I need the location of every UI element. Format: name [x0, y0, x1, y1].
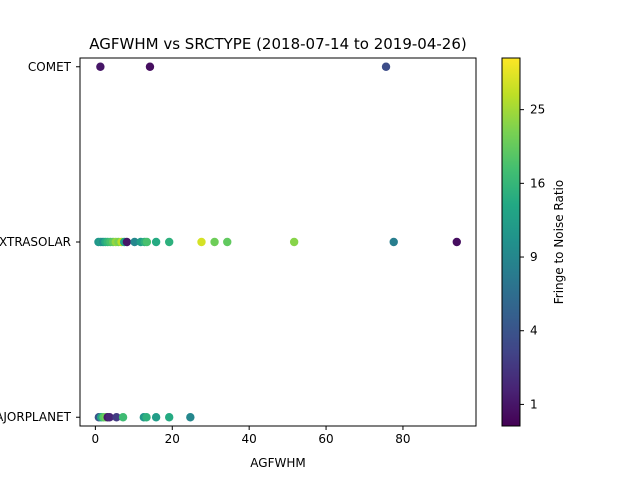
x-tick-label: 0: [92, 432, 100, 446]
x-ticks: 0 20 40 60 80: [92, 426, 411, 446]
y-ticks: MAJORPLANET EXTRASOLAR COMET: [0, 60, 80, 424]
data-point: [142, 237, 152, 247]
data-point: [186, 413, 195, 422]
data-point: [223, 237, 232, 247]
data-point: [381, 62, 391, 71]
data-point: [96, 62, 105, 71]
colorbar-ticks: 1 4 9 16 25: [520, 103, 545, 411]
x-axis-label: AGFWHM: [250, 456, 305, 470]
data-point: [197, 237, 206, 247]
colorbar-tick-label: 16: [530, 176, 545, 190]
data-point: [112, 413, 121, 422]
data-point: [105, 413, 114, 422]
x-tick-label: 60: [318, 432, 333, 446]
data-point: [289, 237, 299, 247]
y-tick-label: COMET: [28, 60, 72, 74]
data-point: [151, 237, 161, 247]
x-tick-label: 20: [165, 432, 180, 446]
x-tick-label: 40: [242, 432, 257, 446]
data-point: [452, 237, 461, 247]
data-point: [122, 237, 132, 247]
colorbar-tick-label: 4: [530, 324, 538, 338]
data-point: [151, 413, 161, 422]
y-tick-label: EXTRASOLAR: [0, 235, 71, 249]
y-tick-label: MAJORPLANET: [0, 410, 72, 424]
data-point: [389, 237, 398, 247]
data-point: [165, 237, 174, 247]
colorbar-tick-label: 1: [530, 397, 538, 411]
colorbar-tick-label: 25: [530, 103, 545, 117]
data-point: [145, 62, 155, 71]
data-point: [165, 413, 174, 422]
data-point: [142, 413, 151, 422]
points-layer: [94, 62, 461, 422]
chart-title: AGFWHM vs SRCTYPE (2018-07-14 to 2019-04…: [89, 35, 466, 53]
colorbar: [501, 57, 521, 427]
data-point: [130, 237, 139, 247]
data-point: [210, 237, 219, 247]
data-point: [118, 413, 128, 422]
x-tick-label: 80: [395, 432, 410, 446]
colorbar-tick-label: 9: [530, 250, 538, 264]
colorbar-label: Fringe to Noise Ratio: [552, 180, 566, 305]
